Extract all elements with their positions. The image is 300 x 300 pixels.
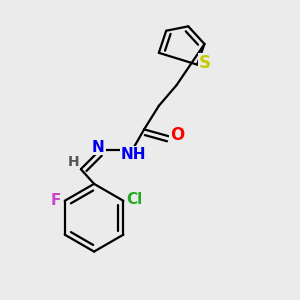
Text: Cl: Cl <box>126 192 143 207</box>
Text: NH: NH <box>121 147 147 162</box>
Text: N: N <box>92 140 105 154</box>
Text: F: F <box>51 193 61 208</box>
Text: O: O <box>170 126 184 144</box>
Text: H: H <box>68 155 79 169</box>
Text: S: S <box>199 54 211 72</box>
